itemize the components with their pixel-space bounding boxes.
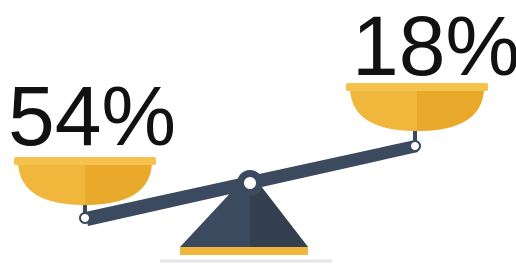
- balance-scale-illustration: 54% 18%: [0, 0, 516, 268]
- right-label: 18%: [352, 0, 516, 93]
- right-hinge: [410, 141, 420, 151]
- right-bowl-shade: [417, 89, 484, 131]
- left-label: 54%: [8, 69, 176, 163]
- left-hinge: [80, 213, 90, 223]
- pivot-hole: [244, 177, 256, 189]
- page: {"left_pan": {"label": "54%"}, "right_pa…: [0, 0, 516, 268]
- base-plate: [180, 247, 308, 255]
- left-bowl-shade: [85, 163, 152, 205]
